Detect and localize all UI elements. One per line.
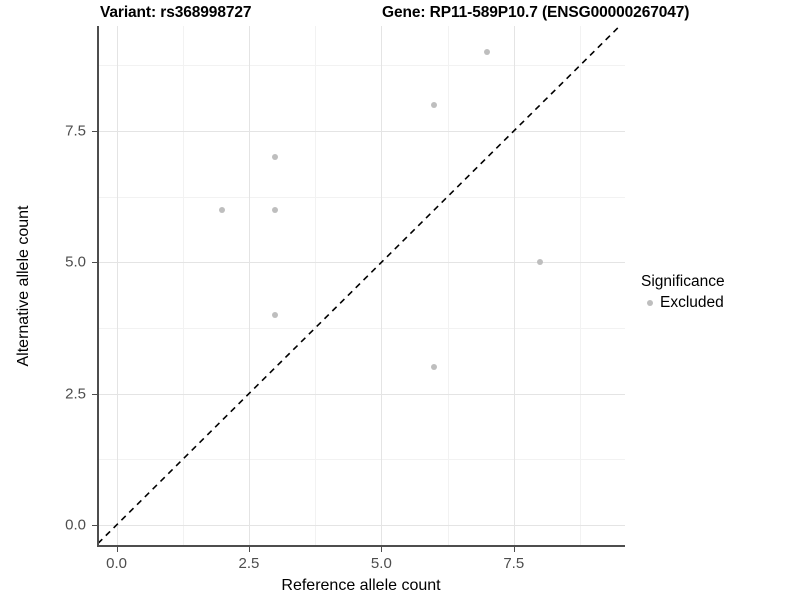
y-axis-tick bbox=[92, 524, 97, 526]
x-axis-label: Reference allele count bbox=[281, 577, 441, 594]
y-gridline-minor bbox=[98, 459, 625, 461]
identity-line bbox=[98, 26, 621, 544]
x-gridline-minor bbox=[447, 26, 449, 546]
identity-reference-line bbox=[98, 26, 621, 544]
y-axis-label: Alternative allele count bbox=[15, 205, 32, 367]
x-axis-tick-label: 2.5 bbox=[238, 555, 260, 572]
data-point bbox=[272, 206, 279, 213]
x-axis-line bbox=[97, 545, 625, 547]
data-point bbox=[431, 101, 438, 108]
data-point bbox=[431, 364, 438, 371]
y-axis-tick bbox=[92, 131, 97, 133]
x-axis-tick-label: 0.0 bbox=[106, 555, 127, 572]
x-gridline-major bbox=[513, 26, 515, 546]
legend-title: Significance bbox=[641, 273, 725, 290]
y-axis-tick bbox=[92, 393, 97, 395]
y-axis-tick bbox=[92, 262, 97, 264]
y-gridline-major bbox=[98, 262, 625, 264]
y-axis-tick-label: 5.0 bbox=[65, 253, 86, 271]
y-gridline-major bbox=[98, 131, 625, 133]
y-axis-line bbox=[97, 26, 99, 547]
y-axis-tick-label: 2.5 bbox=[65, 385, 86, 403]
y-gridline-major bbox=[98, 393, 625, 395]
x-gridline-major bbox=[116, 26, 118, 546]
y-axis-tick-label: 7.5 bbox=[65, 122, 86, 140]
x-axis-tick bbox=[381, 547, 383, 552]
variant-title: Variant: rs368998727 bbox=[100, 4, 252, 21]
x-gridline-minor bbox=[182, 26, 184, 546]
legend: Significance Excluded bbox=[641, 272, 725, 313]
x-axis-tick bbox=[248, 547, 250, 552]
data-point bbox=[272, 311, 279, 318]
x-axis-tick-label: 5.0 bbox=[370, 555, 392, 572]
x-gridline-major bbox=[248, 26, 250, 546]
y-gridline-minor bbox=[98, 196, 625, 198]
gene-title: Gene: RP11-589P10.7 (ENSG00000267047) bbox=[382, 4, 690, 21]
plot-panel bbox=[98, 26, 625, 546]
data-point bbox=[219, 206, 226, 213]
x-gridline-major bbox=[381, 26, 383, 546]
y-gridline-minor bbox=[98, 328, 625, 330]
x-gridline-minor bbox=[315, 26, 317, 546]
legend-items: Excluded bbox=[641, 293, 725, 313]
data-point bbox=[484, 49, 491, 56]
y-gridline-minor bbox=[98, 65, 625, 67]
y-axis-tick-label: 0.0 bbox=[65, 516, 86, 534]
x-axis-tick bbox=[513, 547, 515, 552]
y-gridline-major bbox=[98, 524, 625, 526]
legend-item-label: Excluded bbox=[660, 294, 724, 311]
legend-item[interactable]: Excluded bbox=[641, 293, 725, 313]
x-axis-tick bbox=[116, 547, 118, 552]
legend-dot-icon bbox=[647, 300, 653, 306]
x-axis-tick-label: 7.5 bbox=[503, 555, 525, 572]
x-gridline-minor bbox=[579, 26, 581, 546]
data-point bbox=[537, 259, 544, 266]
legend-key bbox=[641, 300, 659, 306]
data-point bbox=[272, 154, 279, 161]
